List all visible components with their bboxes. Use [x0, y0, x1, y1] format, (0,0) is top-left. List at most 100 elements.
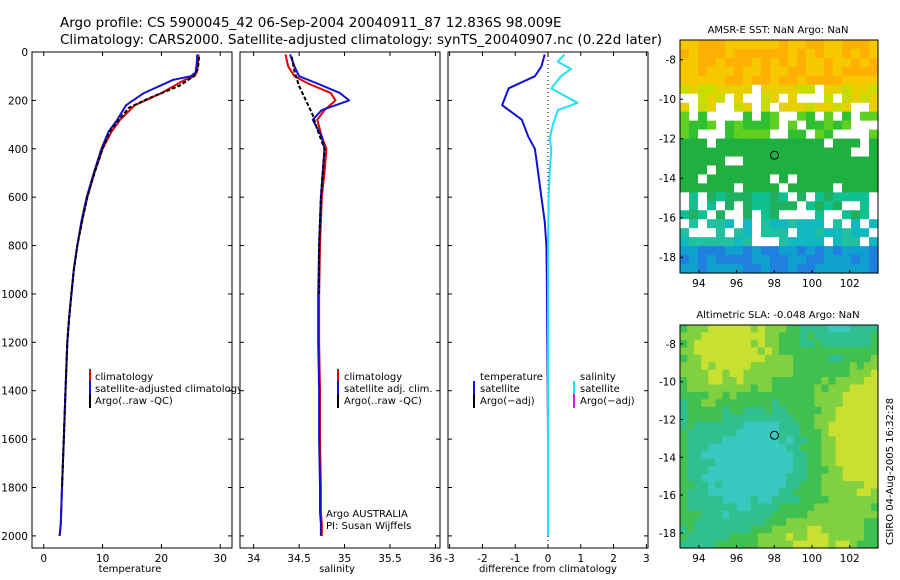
map-x-tick-label: 96 [730, 553, 744, 565]
sla-map-cell [814, 369, 823, 378]
sla-map-cell [771, 339, 780, 348]
sla-map-cell [779, 533, 787, 542]
sla-map-cell [870, 443, 879, 452]
sla-map-cell [800, 421, 808, 430]
sst-map-cell [752, 201, 762, 211]
sla-map-cell [828, 436, 837, 445]
sst-map-cell [788, 84, 798, 95]
sla-map-cell [814, 540, 823, 549]
sla-map-cell [821, 525, 830, 534]
sla-map-cell [793, 481, 801, 490]
sst-map-cell [788, 147, 798, 158]
sla-map-cell [779, 325, 787, 334]
sla-map-cell [828, 540, 837, 549]
sla-map-cell [701, 384, 709, 393]
sst-map-cell [824, 129, 834, 140]
map-y-tick-label: -14 [659, 173, 676, 185]
sst-map-cell [716, 228, 726, 238]
sst-map-cell [761, 40, 771, 50]
sst-map-cell [851, 228, 861, 238]
sst-map-cell [788, 138, 798, 149]
sla-map-cell [757, 518, 766, 527]
sla-map-cell [849, 540, 858, 549]
sst-map-cell [680, 84, 690, 95]
sla-map-cell [842, 377, 851, 386]
sst-map-cell [851, 219, 861, 229]
sla-map-cell [786, 488, 794, 497]
sst-map-cell [860, 219, 870, 229]
sla-map-cell [863, 518, 872, 527]
sla-map-cell [722, 458, 731, 467]
sst-map-cell [797, 129, 807, 140]
sla-map-cell [842, 369, 851, 378]
sla-map-cell [835, 384, 844, 393]
sla-map-cell [687, 540, 695, 549]
sla-map-cell [786, 525, 794, 534]
sla-map-cell [870, 384, 879, 393]
sst-map-cell [707, 210, 717, 220]
sla-map-cell [757, 533, 766, 542]
sla-map-cell [863, 384, 872, 393]
sst-map-cell [680, 66, 690, 77]
y-tick-label: 2000 [1, 531, 28, 543]
sst-map-cell [752, 40, 762, 50]
sla-map-cell [771, 481, 780, 490]
sst-map-cell [833, 93, 843, 104]
sla-map-cell [842, 525, 851, 534]
sla-map-cell [764, 451, 773, 460]
sla-map-title: Altimetric SLA: -0.048 Argo: NaN [696, 310, 859, 321]
sla-map-cell [750, 473, 759, 482]
sla-map-cell [680, 495, 688, 504]
sla-map-cell [729, 436, 738, 445]
sla-map-cell [729, 510, 738, 519]
sla-map-cell [849, 525, 858, 534]
sla-map-cell [708, 540, 716, 549]
sst-map-cell [788, 219, 798, 229]
sla-map-cell [793, 503, 801, 512]
sla-map-cell [687, 466, 695, 475]
sla-map-cell [708, 384, 716, 393]
x-tick-label: -1 [510, 553, 520, 565]
sla-map-cell [715, 466, 724, 475]
sla-map-cell [779, 362, 787, 371]
sla-map-cell [835, 414, 844, 423]
sst-map-cell [761, 183, 771, 193]
sst-map-cell [869, 102, 879, 113]
sla-map-cell [771, 436, 780, 445]
sla-map-cell [870, 332, 879, 341]
sla-map-cell [814, 495, 823, 504]
sla-map-cell [708, 436, 716, 445]
sla-map-cell [821, 414, 830, 423]
sst-map-cell [833, 246, 843, 256]
sst-map-cell [842, 210, 852, 220]
sla-map-cell [828, 354, 837, 363]
sla-map-cell [779, 503, 787, 512]
sla-map-cell [750, 540, 759, 549]
sla-map-cell [842, 495, 851, 504]
sla-map-cell [701, 540, 709, 549]
sst-map-cell [851, 201, 861, 211]
sla-map-cell [764, 495, 773, 504]
sst-map-cell [716, 57, 726, 68]
sla-map-cell [807, 481, 815, 490]
sla-map-cell [828, 384, 837, 393]
sst-map-cell [707, 156, 717, 167]
sla-map-cell [856, 533, 865, 542]
sla-map-cell [779, 377, 787, 386]
sst-map-cell [860, 192, 870, 202]
sst-map-cell [761, 228, 771, 238]
sla-map-cell [849, 414, 858, 423]
sla-map-cell [687, 384, 695, 393]
sla-map-cell [835, 347, 844, 356]
sst-map-cell [752, 93, 762, 104]
sla-map-cell [849, 399, 858, 408]
salinity-axes [239, 51, 441, 549]
sla-map-cell [750, 414, 759, 423]
sst-map-cell [869, 174, 879, 184]
sla-map-cell [856, 421, 865, 430]
sst-map-cell [815, 93, 825, 104]
sla-map-cell [687, 391, 695, 400]
sst-map-cell [761, 129, 771, 140]
sst-map-cell [689, 147, 699, 158]
sla-map-cell [842, 503, 851, 512]
